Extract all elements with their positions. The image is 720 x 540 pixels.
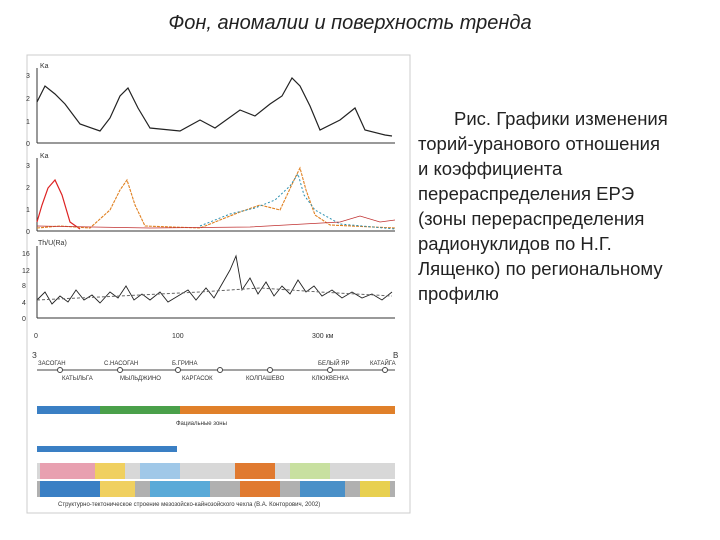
zone <box>40 463 95 479</box>
tick-label: 3 <box>26 73 30 80</box>
tick-label: 8 <box>22 283 26 290</box>
zone <box>100 406 180 414</box>
zone <box>95 463 125 479</box>
place: ЗАСОГАН <box>38 361 66 367</box>
direction: З <box>32 351 37 360</box>
tick-label: 0 <box>22 316 26 323</box>
tick-label: 0 <box>26 141 30 148</box>
caption-line: радионуклидов по Н.Г. <box>418 233 612 254</box>
curve <box>36 215 396 229</box>
tick-label: 2 <box>26 185 30 192</box>
point <box>327 367 333 373</box>
tick-label: 0 <box>26 229 30 236</box>
caption-line: перераспределения ЕРЭ <box>418 183 635 204</box>
curve <box>199 172 396 230</box>
zone <box>37 406 100 414</box>
curve <box>36 166 396 229</box>
place: КАТЫЛЬГА <box>62 376 93 382</box>
axis-label: Ka <box>40 153 49 160</box>
curve <box>36 178 81 230</box>
zone <box>150 481 210 497</box>
curve <box>36 287 393 301</box>
tick-label: 2 <box>26 96 30 103</box>
place: МЫЛЬДЖИНО <box>120 376 161 382</box>
place: Б.ГРИНА <box>172 361 198 367</box>
slide-title: Фон, аномалии и поверхность тренда <box>168 12 532 34</box>
section-title: Фациальные зоны <box>176 421 227 427</box>
point <box>57 367 63 373</box>
caption-line: и коэффициента <box>418 158 563 179</box>
zone <box>235 463 275 479</box>
place: КОЛПАШЕВО <box>246 376 285 382</box>
axis-label: Th/U(Ra) <box>38 240 67 247</box>
zone <box>180 406 395 414</box>
curve <box>36 254 393 305</box>
caption-line: (зоны перераспределения <box>418 208 645 229</box>
tick-label: 12 <box>22 268 30 275</box>
zone <box>140 463 180 479</box>
place: С.НАСОГАН <box>104 361 138 367</box>
place: БЕЛЫЙ ЯР <box>318 359 350 367</box>
figure-frame <box>26 54 411 514</box>
zone <box>360 481 390 497</box>
tick-label: 16 <box>22 251 30 258</box>
point <box>267 367 273 373</box>
caption: Рис. Графики изменения торий-уранового о… <box>418 106 716 306</box>
zone <box>240 481 280 497</box>
zone <box>290 463 330 479</box>
point <box>175 367 181 373</box>
figure-footer: Структурно-тектоническое строение мезозо… <box>58 501 320 508</box>
zone <box>40 481 100 497</box>
tick-label: 1 <box>26 119 30 126</box>
zone <box>37 446 177 452</box>
axis-label: Ka <box>40 63 49 70</box>
tick-label: 100 <box>172 333 184 340</box>
place: КЛЮКВЕНКА <box>312 376 349 382</box>
zone <box>100 481 135 497</box>
caption-line: торий-уранового отношения <box>418 133 661 154</box>
tick-label: 3 <box>26 163 30 170</box>
tick-label: 300 км <box>312 333 334 340</box>
tick-label: 0 <box>34 333 38 340</box>
tick-label: 4 <box>22 300 26 307</box>
tick-label: 1 <box>26 207 30 214</box>
caption-line: профилю <box>418 283 499 304</box>
place: КАРГАСОК <box>182 376 213 382</box>
curve <box>36 77 393 137</box>
point <box>382 367 388 373</box>
point <box>117 367 123 373</box>
place: КАТАЙГА <box>370 359 396 367</box>
zone <box>300 481 345 497</box>
caption-line: Лященко) по региональному <box>418 258 663 279</box>
direction: В <box>393 351 398 360</box>
point <box>217 367 223 373</box>
caption-line: Рис. Графики изменения <box>454 108 668 129</box>
